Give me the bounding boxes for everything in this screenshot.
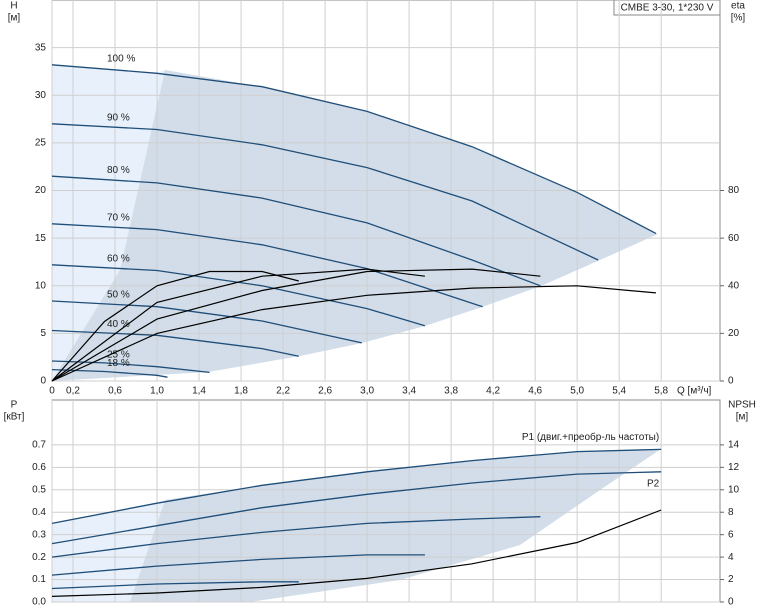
y-tick-label: 30 (35, 90, 47, 101)
y2-tick-label: 10 (728, 484, 740, 495)
curve (51, 581, 299, 590)
secondary-curve (51, 285, 656, 382)
curve (51, 223, 483, 308)
x-tick-label: 3,8 (444, 386, 458, 397)
x-tick-label: 3,4 (402, 386, 416, 397)
curve (51, 516, 541, 558)
y-tick-label: 0.5 (32, 484, 46, 495)
curve (51, 368, 168, 378)
y2-tick-label: 14 (728, 440, 740, 451)
curve-label: 90 % (107, 112, 130, 123)
curve-label: 100 % (107, 53, 135, 64)
y2-tick-label: 20 (728, 328, 740, 339)
y-tick-label: 0.2 (32, 552, 46, 563)
curve (51, 64, 657, 234)
curve-label: 18 % (107, 358, 130, 369)
y-axis-unit: [м] (8, 13, 21, 24)
y-axis-unit: [кВт] (4, 412, 25, 423)
y2-tick-label: 4 (728, 552, 734, 563)
y-axis-label: P (11, 400, 18, 411)
y2-tick-label: 0 (728, 597, 734, 608)
y2-tick-label: 60 (728, 233, 740, 244)
x-tick-label: 4,6 (528, 386, 542, 397)
x-tick-label: 0,6 (108, 386, 122, 397)
secondary-curve (51, 268, 541, 382)
curve-label: 80 % (107, 165, 130, 176)
x-tick-label: 2,2 (276, 386, 290, 397)
y2-tick-label: 40 (728, 280, 740, 291)
y2-tick-label: 80 (728, 185, 740, 196)
y-tick-label: 0.1 (32, 574, 46, 585)
y-tick-label: 10 (35, 280, 47, 291)
x-tick-label: 5,4 (612, 386, 626, 397)
curve (51, 329, 299, 357)
y-tick-label: 25 (35, 138, 47, 149)
y-tick-label: 35 (35, 42, 47, 53)
y2-axis-label: eta (731, 1, 745, 12)
x-tick-label: 5,0 (570, 386, 584, 397)
y-tick-label: 0.0 (32, 597, 46, 608)
y-tick-label: 5 (40, 328, 46, 339)
curve-label: 40 % (107, 319, 130, 330)
y2-tick-label: 6 (728, 529, 734, 540)
curve-label: P2 (647, 478, 660, 489)
y2-axis-unit: [м] (736, 412, 749, 423)
x-tick-label: 5,8 (654, 386, 668, 397)
x-tick-label: 1,0 (150, 386, 164, 397)
x-tick-label: 3,0 (360, 386, 374, 397)
power-area (130, 449, 661, 602)
chart-title: CMBE 3-30, 1*230 V (621, 3, 714, 14)
y-tick-label: 15 (35, 233, 47, 244)
x-axis-label: Q [м³/ч] (677, 386, 712, 397)
y2-tick-label: 8 (728, 507, 734, 518)
y-tick-label: 0.6 (32, 462, 46, 473)
curve-label: 50 % (107, 290, 130, 301)
y-tick-label: 20 (35, 185, 47, 196)
x-tick-label: 1,8 (234, 386, 248, 397)
x-tick-label: 0,2 (66, 386, 80, 397)
x-tick-label: 1,4 (192, 386, 206, 397)
power-area-light (52, 500, 165, 602)
curve-label: 70 % (107, 212, 130, 223)
y2-tick-label: 0 (728, 376, 734, 387)
curve (51, 175, 541, 287)
secondary-curve (51, 509, 662, 597)
curve (51, 471, 662, 545)
y-tick-label: 0 (40, 376, 46, 387)
y2-tick-label: 2 (728, 574, 734, 585)
y2-axis-unit: [%] (731, 13, 746, 24)
x-tick-label: 4,2 (486, 386, 500, 397)
secondary-curve (51, 270, 299, 382)
curve-label: 25 % (107, 350, 130, 361)
operating-area (52, 70, 658, 381)
y-axis-label: H (10, 1, 17, 12)
y-tick-label: 0.4 (32, 507, 46, 518)
curve (51, 123, 599, 261)
secondary-curve (51, 268, 425, 382)
title-box (613, 0, 721, 16)
curve (51, 264, 426, 327)
y2-axis-label: NPSH (728, 400, 756, 411)
y-tick-label: 0.7 (32, 440, 46, 451)
curve (51, 554, 425, 576)
curve (51, 300, 362, 344)
x-tick-label: 2,6 (318, 386, 332, 397)
y-tick-label: 0.3 (32, 529, 46, 540)
y2-tick-label: 12 (728, 462, 740, 473)
curve-label: 60 % (107, 253, 130, 264)
curve-label: P1 (двиг.+преобр-ль частоты) (522, 431, 659, 443)
curve (51, 448, 662, 525)
x-tick-label: 0 (49, 386, 55, 397)
